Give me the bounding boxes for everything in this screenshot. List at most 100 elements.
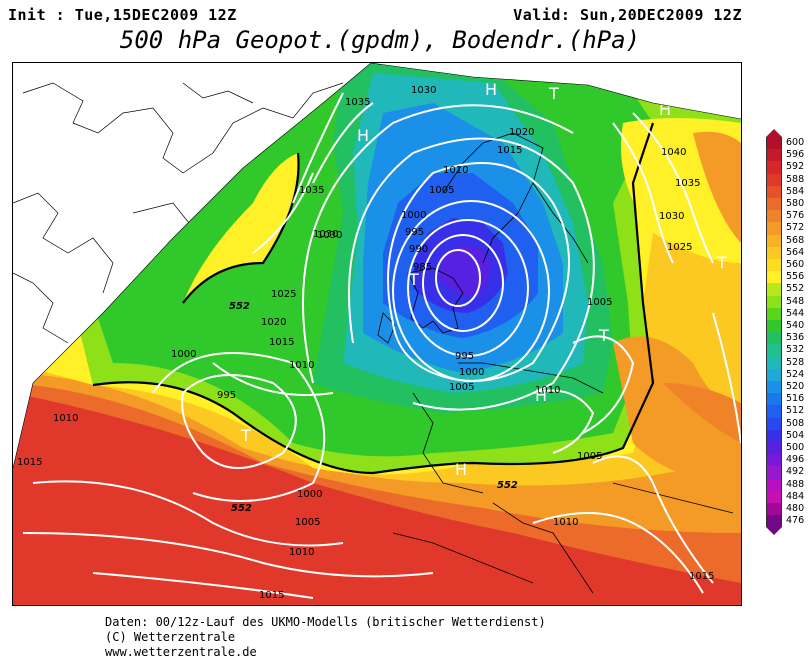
footer: Daten: 00/12z-Lauf des UKMO-Modells (bri… bbox=[105, 615, 546, 660]
high-center: H bbox=[357, 126, 369, 145]
map-title: 500 hPa Geopot.(gpdm), Bodendr.(hPa) bbox=[119, 26, 641, 54]
low-center: T bbox=[408, 270, 419, 289]
colorbar-cell bbox=[766, 503, 782, 516]
isobar-label: 1035 bbox=[345, 97, 370, 108]
colorbar-label: 576 bbox=[786, 210, 805, 222]
colorbar-cell bbox=[766, 246, 782, 259]
isobar-label: 1015 bbox=[689, 571, 714, 582]
isobar-label: 1015 bbox=[497, 145, 522, 156]
isobar-label: 1000 bbox=[297, 489, 322, 500]
colorbar-label: 516 bbox=[786, 393, 805, 405]
contour-552 bbox=[92, 122, 655, 475]
isobar-label: 1005 bbox=[577, 451, 602, 462]
colorbar-cell bbox=[766, 185, 782, 198]
colorbar-label: 600 bbox=[786, 137, 805, 148]
colorbar-cell bbox=[766, 234, 782, 247]
colorbar-cell bbox=[766, 381, 782, 394]
high-center: H bbox=[535, 386, 547, 405]
colorbar-label: 520 bbox=[786, 381, 805, 392]
isobar-label: 1015 bbox=[269, 337, 294, 348]
colorbar-label: 596 bbox=[786, 149, 805, 161]
copyright: (C) Wetterzentrale bbox=[105, 630, 236, 644]
isobar-label: 1005 bbox=[295, 517, 320, 528]
isobar-label: 1005 bbox=[449, 382, 474, 393]
colorbar-label: 588 bbox=[786, 173, 805, 185]
colorbar-label: 484 bbox=[786, 490, 805, 502]
colorbar-label: 584 bbox=[786, 185, 805, 197]
colorbar-cell bbox=[766, 466, 782, 479]
isobar-label: 1030 bbox=[317, 230, 342, 241]
isobar-label: 1005 bbox=[587, 297, 612, 308]
isobar-label: 1010 bbox=[289, 547, 314, 558]
colorbar-cell bbox=[766, 490, 782, 503]
isobar-label: 1000 bbox=[401, 210, 426, 221]
colorbar-cell bbox=[766, 368, 782, 381]
isobar-label: 1020 bbox=[509, 127, 534, 138]
low-center: T bbox=[240, 426, 251, 445]
colorbar-cell bbox=[766, 137, 782, 150]
colorbar-cell bbox=[766, 442, 782, 455]
isobar-label: 1010 bbox=[443, 165, 468, 176]
contour-label: 552 bbox=[497, 480, 518, 491]
colorbar-label: 504 bbox=[786, 429, 805, 441]
colorbar-label: 496 bbox=[786, 454, 805, 466]
colorbar-label: 556 bbox=[786, 271, 805, 283]
colorbar-cell bbox=[766, 149, 782, 162]
colorbar-bottom-cap bbox=[766, 527, 782, 536]
isobar-label: 1015 bbox=[17, 457, 42, 468]
colorbar-label: 480 bbox=[786, 503, 805, 514]
colorbar-cell bbox=[766, 405, 782, 418]
contour-552-labels: 552 552 552 bbox=[229, 301, 518, 514]
low-center: T bbox=[716, 253, 727, 272]
contour-label: 552 bbox=[231, 503, 252, 514]
colorbar-cell bbox=[766, 210, 782, 223]
colorbar-label: 508 bbox=[786, 417, 805, 429]
isobar-label: 1010 bbox=[553, 517, 578, 528]
isobar-label: 1030 bbox=[313, 229, 338, 240]
colorbar-cell bbox=[766, 173, 782, 186]
valid-time: Valid: Sun,20DEC2009 12Z bbox=[513, 6, 742, 24]
colorbar-cell bbox=[766, 478, 782, 491]
colorbar-label: 560 bbox=[786, 259, 805, 270]
isobar-label: 1040 bbox=[661, 147, 686, 158]
isobar-label: 1025 bbox=[271, 289, 296, 300]
high-center: H bbox=[455, 460, 467, 479]
colorbar-cell bbox=[766, 429, 782, 442]
colorbar-label: 552 bbox=[786, 283, 805, 295]
data-source: Daten: 00/12z-Lauf des UKMO-Modells (bri… bbox=[105, 615, 546, 629]
isobar-label: 1015 bbox=[259, 590, 284, 601]
init-time: Init : Tue,15DEC2009 12Z bbox=[8, 6, 237, 24]
colorbar-cell bbox=[766, 307, 782, 320]
isobar-label: 985 bbox=[413, 262, 432, 273]
colorbar-label: 524 bbox=[786, 368, 805, 380]
low-center: T bbox=[548, 84, 559, 103]
colorbar-cell bbox=[766, 515, 782, 528]
weather-map: 1035 1030 1030 1020 1015 1010 1005 1000 … bbox=[12, 62, 742, 606]
colorbar-cell bbox=[766, 198, 782, 211]
colorbar-cell bbox=[766, 417, 782, 430]
colorbar-label: 544 bbox=[786, 307, 805, 319]
isobar-label: 1035 bbox=[299, 185, 324, 196]
isobar-label: 990 bbox=[409, 244, 428, 255]
isobars bbox=[22, 92, 741, 599]
isobar-label: 1030 bbox=[411, 85, 436, 96]
colorbar-top-cap bbox=[766, 129, 782, 137]
isobar-label: 1010 bbox=[289, 360, 314, 371]
isobar-label: 1020 bbox=[261, 317, 286, 328]
colorbar-cell bbox=[766, 271, 782, 284]
isobar-label: 995 bbox=[217, 390, 236, 401]
colorbar-cell bbox=[766, 393, 782, 406]
isobar-label: 1035 bbox=[675, 178, 700, 189]
colorbar-label: 540 bbox=[786, 320, 805, 331]
colorbar-label: 572 bbox=[786, 222, 805, 234]
projection-boundary bbox=[13, 63, 741, 469]
colorbar-label: 564 bbox=[786, 246, 805, 258]
colorbar-cell bbox=[766, 454, 782, 467]
colorbar-cell bbox=[766, 222, 782, 235]
colorbar-cell bbox=[766, 161, 782, 174]
colorbar-label: 536 bbox=[786, 332, 805, 344]
high-center: H bbox=[485, 80, 497, 99]
colorbar-cell bbox=[766, 344, 782, 357]
isobar-label: 995 bbox=[455, 351, 474, 362]
colorbar-label: 548 bbox=[786, 295, 805, 307]
